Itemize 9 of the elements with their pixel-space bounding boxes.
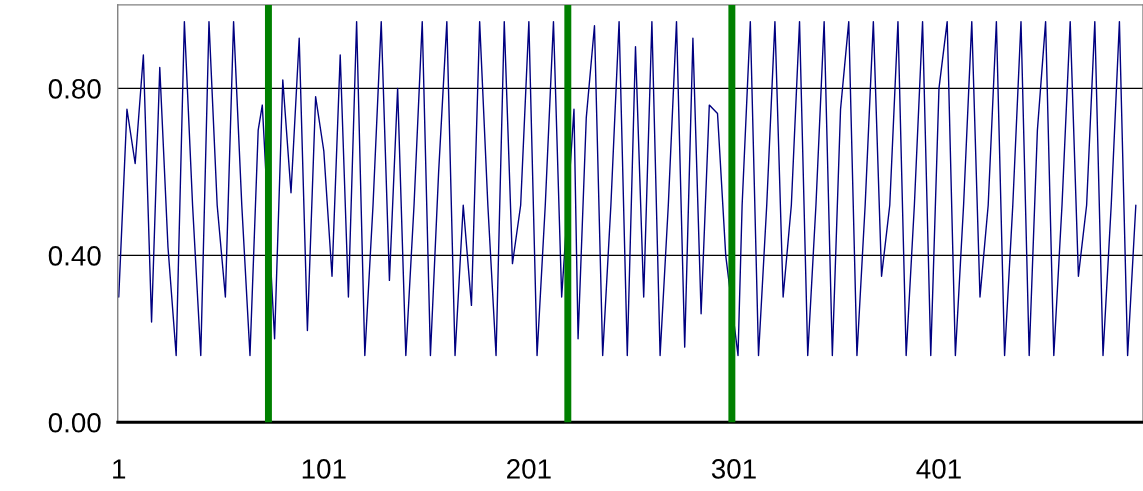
x-tick-label: 1 bbox=[113, 459, 126, 479]
line-series bbox=[118, 20, 1137, 357]
y-tick-label: 0.40 bbox=[48, 245, 101, 266]
y-tick-label: 0.80 bbox=[48, 79, 101, 99]
y-tick-label: 0.00 bbox=[48, 412, 101, 433]
x-tick-label: 201 bbox=[507, 459, 551, 479]
x-tick-label: 401 bbox=[916, 459, 961, 479]
x-tick-label: 301 bbox=[711, 459, 756, 479]
x-tick-label: 101 bbox=[302, 459, 346, 479]
